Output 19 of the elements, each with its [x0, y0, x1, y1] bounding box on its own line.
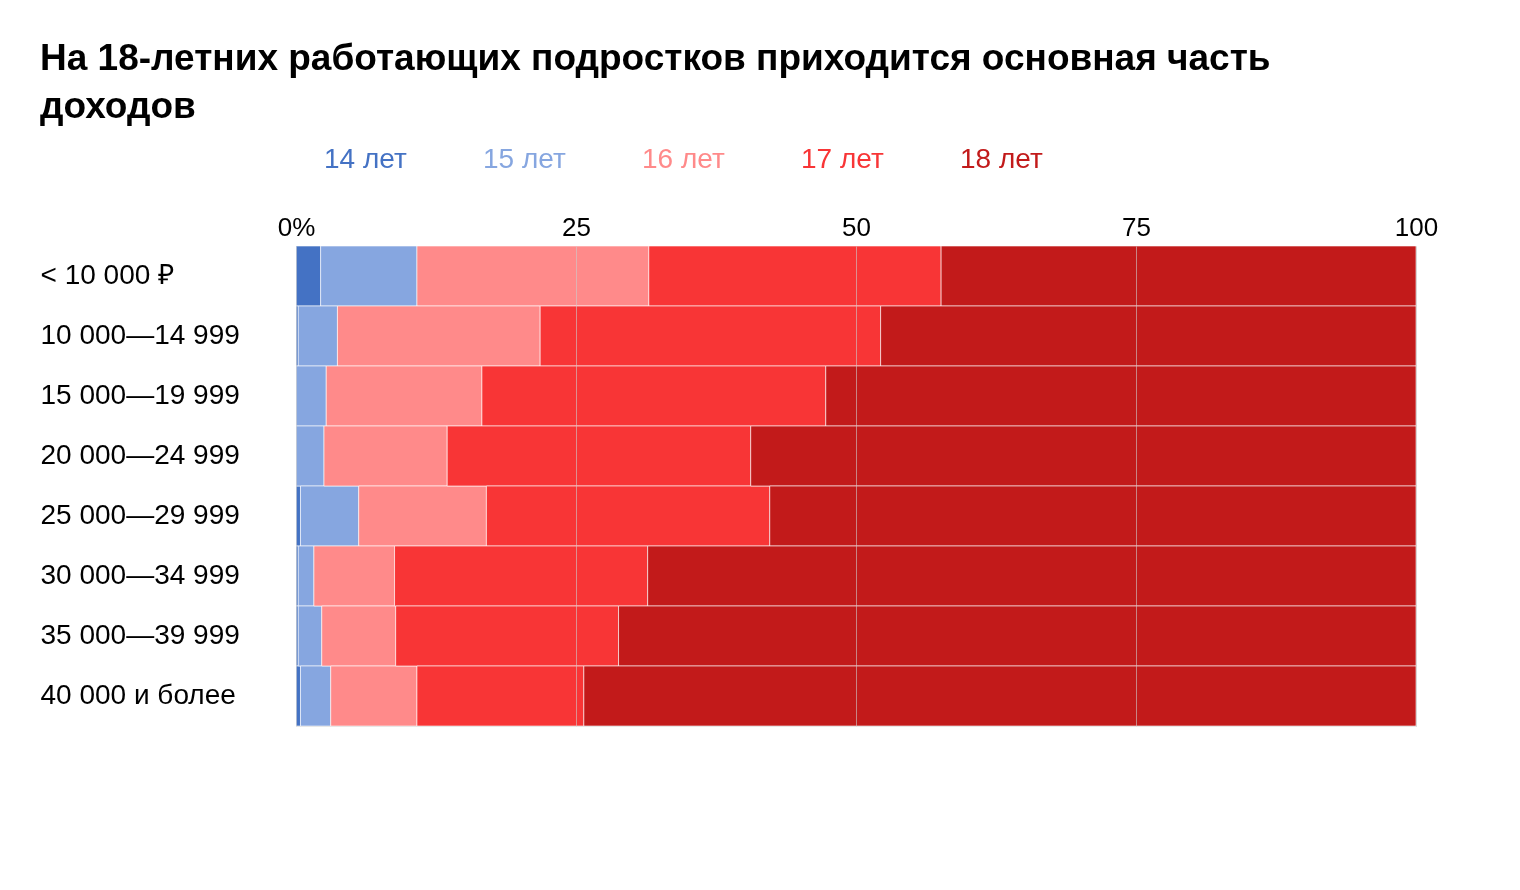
x-tick-label: 25	[562, 211, 591, 242]
x-tick-label: 75	[1122, 211, 1151, 242]
y-tick-label: 15 000—19 999	[40, 379, 240, 410]
y-tick-label: 10 000—14 999	[40, 319, 240, 350]
y-tick-label: 35 000—39 999	[40, 619, 240, 650]
text: 15 лет	[483, 143, 566, 174]
y-tick-label: 20 000—24 999	[40, 439, 240, 470]
text: 17 лет	[801, 143, 884, 174]
text: 16 лет	[642, 143, 725, 174]
y-tick-label: < 10 000 ₽	[40, 259, 175, 290]
y-tick-label: 40 000 и более	[40, 679, 236, 710]
y-tick-label: 30 000—34 999	[40, 559, 240, 590]
y-tick-label: 25 000—29 999	[40, 499, 240, 530]
text: 18 лет	[960, 143, 1043, 174]
x-tick-label: 0%	[277, 211, 316, 242]
chart-title: На 18-летних работающих подростков приходится основная часть доходов	[40, 37, 1271, 126]
text: 14 лет	[324, 143, 407, 174]
x-tick-label: 50	[842, 211, 871, 242]
x-tick-label: 100	[1394, 211, 1439, 242]
